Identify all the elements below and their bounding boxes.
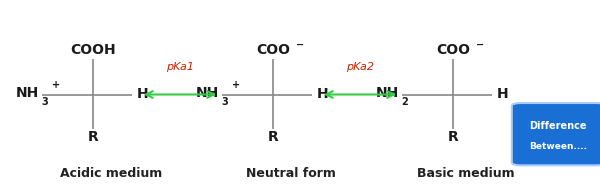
Text: COO: COO — [436, 43, 470, 57]
Text: pKa1: pKa1 — [166, 62, 194, 72]
Text: −: − — [476, 40, 484, 50]
Text: −: − — [296, 40, 304, 50]
Text: Between....: Between.... — [529, 142, 587, 151]
Text: pKa2: pKa2 — [346, 62, 374, 72]
Text: NH: NH — [16, 86, 39, 100]
Text: COOH: COOH — [70, 43, 116, 57]
Text: 3: 3 — [41, 97, 48, 107]
Text: 2: 2 — [401, 97, 408, 107]
Text: +: + — [52, 80, 61, 90]
Text: R: R — [88, 130, 98, 144]
Text: H: H — [497, 88, 508, 101]
Text: Basic medium: Basic medium — [417, 167, 515, 180]
Text: Neutral form: Neutral form — [246, 167, 336, 180]
Text: +: + — [232, 80, 241, 90]
Text: R: R — [448, 130, 458, 144]
Text: COO: COO — [256, 43, 290, 57]
Text: 3: 3 — [221, 97, 228, 107]
Text: NH: NH — [196, 86, 219, 100]
FancyBboxPatch shape — [512, 103, 600, 165]
Text: NH: NH — [376, 86, 399, 100]
Text: R: R — [268, 130, 278, 144]
Text: H: H — [137, 88, 148, 101]
Text: Difference: Difference — [530, 121, 587, 131]
Text: H: H — [317, 88, 328, 101]
Text: Acidic medium: Acidic medium — [60, 167, 162, 180]
